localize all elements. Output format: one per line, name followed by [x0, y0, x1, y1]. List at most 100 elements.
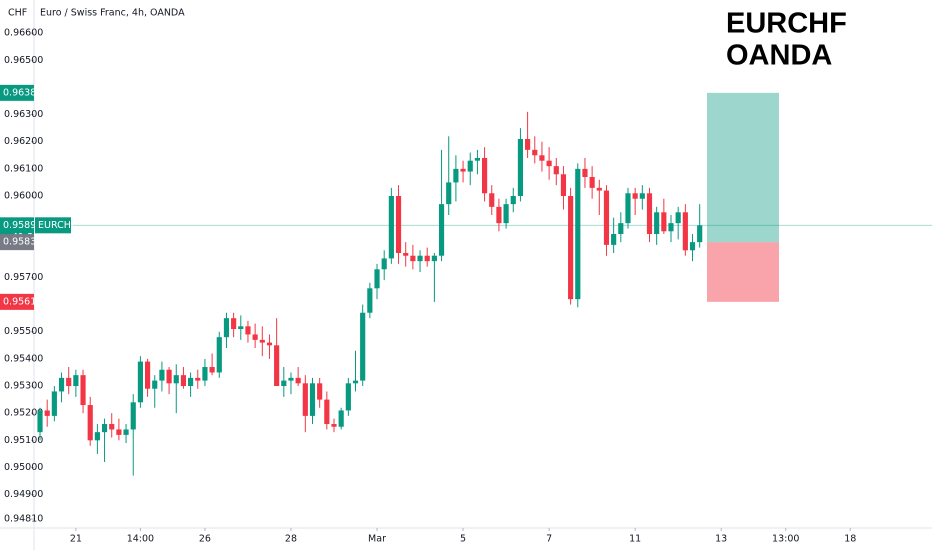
- candle-body: [87, 405, 93, 441]
- candle-body: [403, 253, 409, 256]
- candle-body: [73, 375, 79, 387]
- candle-body: [295, 377, 301, 384]
- candle-body: [525, 138, 531, 150]
- x-tick-label: 18: [844, 534, 856, 545]
- last-price-label: 0.95892: [3, 220, 42, 231]
- x-tick-label: 7: [546, 534, 552, 545]
- y-tick-label: 0.96600: [4, 28, 43, 39]
- target-label: 0.96380: [3, 87, 42, 98]
- candle-body: [231, 318, 237, 330]
- candle-body: [489, 193, 495, 207]
- candle-body: [460, 168, 466, 172]
- candle-body: [424, 255, 430, 262]
- y-tick-label: 0.96300: [4, 109, 43, 120]
- candle-body: [575, 168, 581, 300]
- y-tick-label: 0.95500: [4, 326, 43, 337]
- x-tick-label: 11: [629, 534, 641, 545]
- annotation: EURCHF: [726, 8, 847, 40]
- candle-body: [639, 193, 645, 199]
- candle-body: [417, 255, 423, 262]
- candle-body: [503, 204, 509, 224]
- candle-body: [259, 339, 265, 343]
- candle-body: [338, 410, 344, 427]
- candle-body: [560, 174, 567, 196]
- x-tick-label: 14:00: [127, 534, 154, 545]
- candle-body: [195, 377, 201, 381]
- candle-body: [245, 326, 251, 335]
- candle-body: [66, 377, 72, 387]
- candle-body: [317, 383, 323, 400]
- candle-body: [395, 195, 402, 254]
- y-tick-label: 0.96200: [4, 136, 43, 147]
- target-zone: [707, 92, 779, 243]
- candle-body: [618, 223, 624, 235]
- candle-body: [324, 399, 330, 425]
- candle-body: [446, 182, 452, 205]
- candle-body: [568, 195, 574, 300]
- candle-body: [137, 361, 143, 403]
- candle-body: [589, 176, 595, 188]
- candle-body: [238, 326, 244, 330]
- candle-body: [603, 190, 610, 245]
- candle-body: [130, 402, 136, 430]
- candle-body: [510, 195, 516, 205]
- candle-body: [625, 193, 631, 224]
- candle-body: [467, 160, 473, 172]
- candle-body: [367, 288, 373, 313]
- symbol-tag-bg: [35, 217, 71, 234]
- y-tick-label: 0.95000: [4, 462, 43, 473]
- candle-body: [266, 342, 273, 346]
- candle-body: [381, 258, 387, 270]
- candle-body: [517, 138, 524, 196]
- entry-label-bg: [0, 234, 34, 251]
- candle-body: [438, 204, 445, 256]
- candle-body: [331, 424, 337, 427]
- candle-body: [144, 361, 151, 389]
- candle-body: [223, 318, 230, 338]
- candle-body: [51, 391, 57, 416]
- candle-body: [388, 195, 394, 259]
- y-tick-label: 0.95700: [4, 272, 43, 283]
- y-tick-label: 0.95400: [4, 353, 43, 364]
- candle-body: [80, 375, 86, 406]
- candle-body: [166, 369, 172, 384]
- candle-body: [173, 375, 179, 384]
- x-tick-label: 26: [199, 534, 211, 545]
- stop-label: 0.95610: [3, 296, 42, 307]
- y-tick-label: 0.95300: [4, 381, 43, 392]
- x-tick-label: 28: [285, 534, 297, 545]
- y-tick-label: 0.96500: [4, 55, 43, 66]
- candle-body: [668, 223, 674, 232]
- x-tick-label: 21: [70, 534, 82, 545]
- candle-body: [109, 424, 115, 430]
- candle-body: [202, 367, 208, 381]
- candle-body: [58, 377, 65, 392]
- candle-body: [360, 312, 366, 381]
- y-tick-label: 0.94810: [4, 514, 43, 525]
- candle-body: [474, 157, 480, 161]
- candle-body: [159, 369, 165, 381]
- candle-body: [302, 383, 308, 416]
- candle-body: [180, 375, 187, 387]
- y-tick-label: 0.96100: [4, 163, 43, 174]
- candle-body: [374, 269, 380, 289]
- candle-body: [546, 160, 552, 167]
- x-tick-label: Mar: [368, 534, 386, 545]
- candle-body: [697, 225, 703, 243]
- stop-label-bg: [0, 293, 34, 310]
- candle-body: [37, 410, 43, 433]
- candle-body: [116, 429, 122, 435]
- chart-title: Euro / Swiss Franc, 4h, OANDA: [40, 8, 185, 19]
- candle-body: [675, 212, 681, 224]
- candle-body: [94, 432, 100, 441]
- candle-body: [288, 377, 294, 381]
- candle-body: [410, 255, 416, 262]
- candle-body: [481, 157, 488, 194]
- candle-body: [553, 166, 559, 175]
- candle-body: [661, 212, 667, 232]
- candle-body: [152, 380, 158, 389]
- x-tick-label: 13: [715, 534, 727, 545]
- candle-body: [582, 168, 588, 177]
